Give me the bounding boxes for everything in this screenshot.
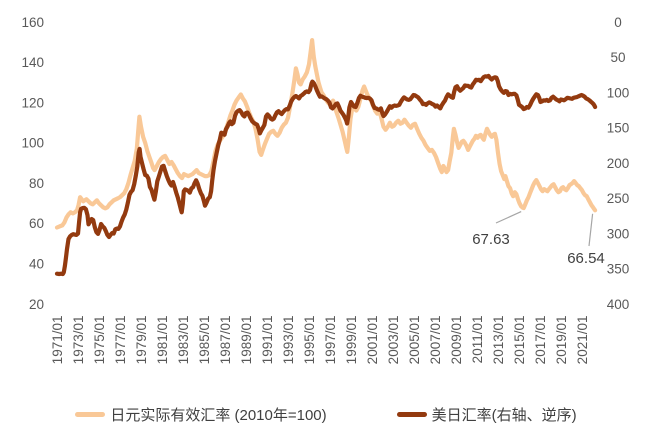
annotation-label: 67.63 bbox=[472, 231, 510, 248]
x-axis-tick-label: 1987/01 bbox=[218, 316, 233, 365]
right-axis-tick-label: 200 bbox=[607, 156, 630, 171]
x-axis-tick-label: 2001/01 bbox=[365, 316, 380, 365]
x-axis-tick-label: 1993/01 bbox=[281, 316, 296, 365]
right-axis-tick-label: 150 bbox=[607, 121, 630, 136]
left-axis-tick-label: 60 bbox=[29, 216, 44, 231]
x-axis-tick-label: 1983/01 bbox=[176, 316, 191, 365]
legend-label-usdjpy: 美日汇率(右轴、逆序) bbox=[431, 407, 577, 424]
x-axis-tick-label: 2021/01 bbox=[575, 316, 590, 365]
left-axis-tick-label: 140 bbox=[21, 55, 44, 70]
x-axis-tick-label: 2005/01 bbox=[407, 316, 422, 365]
x-axis-tick-label: 1981/01 bbox=[155, 316, 170, 365]
x-axis-tick-label: 1999/01 bbox=[344, 316, 359, 365]
x-axis-tick-label: 1971/01 bbox=[50, 316, 65, 365]
x-axis-tick-label: 1975/01 bbox=[92, 316, 107, 365]
left-axis-tick-label: 20 bbox=[29, 297, 44, 312]
legend-item-usdjpy: 美日汇率(右轴、逆序) bbox=[396, 404, 577, 425]
left-axis-tick-label: 160 bbox=[21, 15, 44, 30]
legend-label-jpy-reer: 日元实际有效汇率 (2010年=100) bbox=[110, 407, 327, 424]
legend-item-jpy-reer: 日元实际有效汇率 (2010年=100) bbox=[75, 404, 327, 425]
x-axis-tick-label: 1995/01 bbox=[302, 316, 317, 365]
annotation-leader-line bbox=[495, 211, 522, 224]
right-axis-tick-label: 0 bbox=[614, 15, 622, 30]
x-axis-tick-label: 2011/01 bbox=[470, 316, 485, 364]
legend: 日元实际有效汇率 (2010年=100) 美日汇率(右轴、逆序) bbox=[0, 404, 652, 425]
right-axis-tick-label: 50 bbox=[610, 50, 625, 65]
annotation-leader-line bbox=[588, 213, 594, 247]
x-axis-tick-label: 1991/01 bbox=[260, 316, 275, 365]
x-axis-tick-label: 2003/01 bbox=[386, 316, 401, 365]
right-axis-tick-label: 100 bbox=[607, 85, 630, 100]
annotation-label: 66.54 bbox=[567, 250, 605, 267]
right-axis-tick-label: 400 bbox=[607, 297, 630, 312]
left-axis-tick-label: 80 bbox=[29, 176, 44, 191]
x-axis-tick-label: 1973/01 bbox=[71, 316, 86, 365]
x-axis-tick-label: 2013/01 bbox=[491, 316, 506, 365]
x-axis-tick-label: 2007/01 bbox=[428, 316, 443, 365]
x-axis-tick-label: 1985/01 bbox=[197, 316, 212, 365]
x-axis-tick-label: 1997/01 bbox=[323, 316, 338, 365]
series-line-usdjpy bbox=[54, 73, 598, 277]
x-axis-tick-label: 1979/01 bbox=[134, 316, 149, 365]
reer-line-swatch bbox=[75, 412, 106, 417]
x-axis-tick-label: 2017/01 bbox=[533, 316, 548, 365]
x-axis-tick-label: 2009/01 bbox=[449, 316, 464, 365]
right-axis-tick-label: 250 bbox=[607, 191, 630, 206]
left-axis-tick-label: 100 bbox=[21, 136, 44, 151]
usdjpy-line-swatch bbox=[396, 412, 427, 417]
left-axis-tick-label: 120 bbox=[21, 95, 44, 110]
x-axis-tick-label: 2015/01 bbox=[512, 316, 527, 365]
series-line-jpy-reer bbox=[54, 38, 598, 230]
left-axis-tick-label: 40 bbox=[29, 257, 44, 272]
x-axis-tick-label: 1977/01 bbox=[113, 316, 128, 365]
right-axis-tick-label: 300 bbox=[607, 226, 630, 241]
x-axis-tick-label: 2019/01 bbox=[554, 316, 569, 365]
right-axis-tick-label: 350 bbox=[607, 262, 630, 277]
x-axis-tick-label: 1989/01 bbox=[239, 316, 254, 365]
